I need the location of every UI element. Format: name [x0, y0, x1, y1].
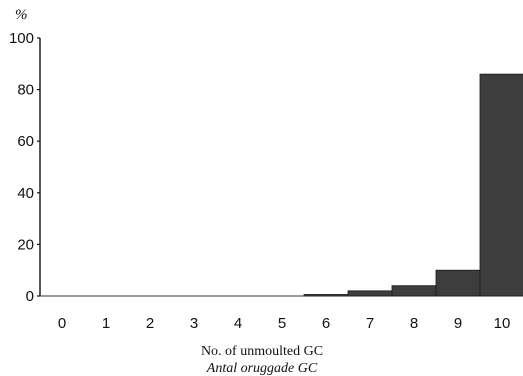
x-tick-label: 2 [146, 315, 154, 332]
y-tick-label: 0 [26, 288, 34, 305]
x-tick-label: 0 [58, 315, 66, 332]
y-tick-label: 40 [17, 185, 34, 202]
bar [391, 285, 437, 297]
x-tick-label: 9 [454, 315, 462, 332]
x-tick-label: 5 [278, 315, 286, 332]
x-tick-label: 8 [410, 315, 418, 332]
bar [435, 269, 481, 297]
x-axis-subtitle: Antal oruggade GC [206, 361, 318, 376]
y-tick-label: 20 [17, 236, 34, 253]
x-tick-label: 3 [190, 315, 198, 332]
bars [40, 73, 523, 297]
y-tick-label: 100 [9, 30, 34, 47]
x-tick-label: 4 [234, 315, 242, 332]
x-tick-label: 10 [494, 315, 511, 332]
y-axis: 0 20 40 60 80 100 [9, 30, 41, 305]
bar [303, 294, 349, 297]
x-axis: 0 1 2 3 4 5 6 7 8 9 10 [58, 315, 511, 332]
y-tick-label: 80 [17, 82, 34, 99]
x-axis-title: No. of unmoulted GC [201, 344, 323, 359]
y-axis-unit-label: % [15, 7, 28, 23]
x-tick-label: 1 [102, 315, 110, 332]
x-tick-label: 6 [322, 315, 330, 332]
x-tick-label: 7 [366, 315, 374, 332]
bar [347, 290, 393, 297]
bar [479, 73, 523, 297]
y-tick-label: 60 [17, 133, 34, 150]
